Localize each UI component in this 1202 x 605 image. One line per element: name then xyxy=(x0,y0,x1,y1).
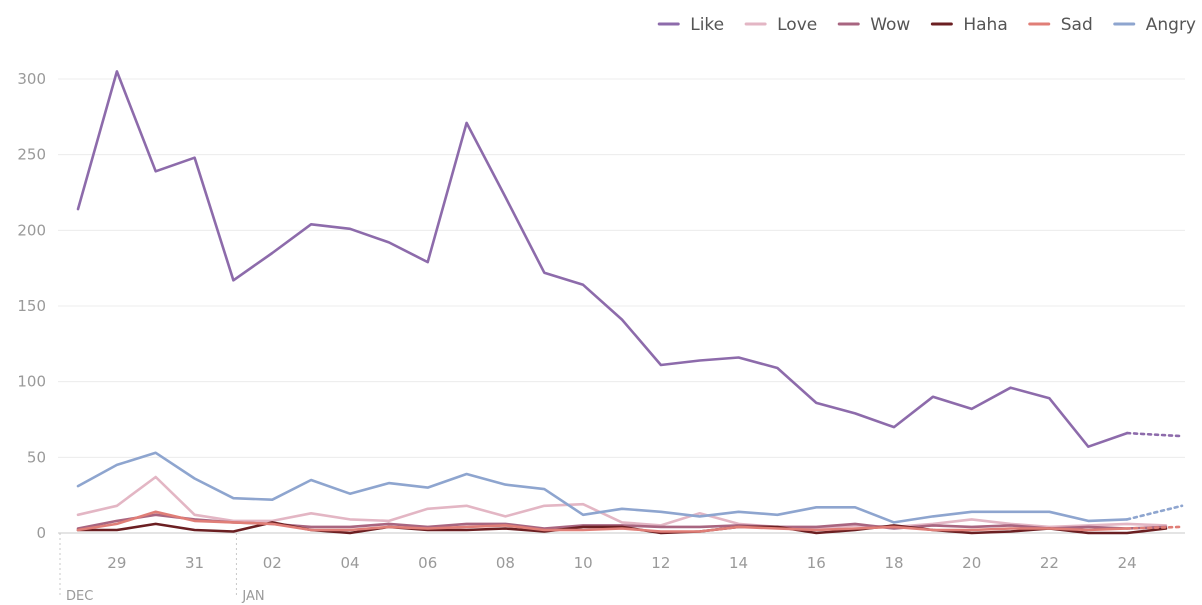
month-label: DEC xyxy=(66,589,93,604)
series-line-angry xyxy=(76,451,1129,524)
x-tick-label: 20 xyxy=(962,554,981,572)
x-tick-label: 16 xyxy=(807,554,826,572)
series-projection-like xyxy=(1125,431,1184,438)
legend-label-angry: Angry xyxy=(1146,15,1196,35)
x-tick-label: 10 xyxy=(574,554,593,572)
legend-label-like: Like xyxy=(690,15,724,35)
x-tick-label: 22 xyxy=(1040,554,1059,572)
x-tick-label: 02 xyxy=(263,554,282,572)
series-line-like xyxy=(76,70,1129,448)
legend-item-wow[interactable]: Wow xyxy=(837,15,910,35)
series-line-love xyxy=(76,475,1168,530)
y-tick-label: 200 xyxy=(17,221,46,239)
x-axis: 29 31 02 04 06 08 10 12 14 16 18 20 22 24 xyxy=(107,554,1136,572)
month-label: JAN xyxy=(241,589,264,604)
legend-item-sad[interactable]: Sad xyxy=(1028,15,1093,35)
y-tick-label: 250 xyxy=(17,146,46,164)
legend-item-angry[interactable]: Angry xyxy=(1113,15,1196,35)
legend-label-haha: Haha xyxy=(963,15,1007,35)
legend-label-wow: Wow xyxy=(870,15,910,35)
x-tick-label: 12 xyxy=(651,554,670,572)
legend-item-like[interactable]: Like xyxy=(657,15,724,35)
legend-item-haha[interactable]: Haha xyxy=(930,15,1008,35)
y-tick-label: 50 xyxy=(27,448,46,466)
series-projection-sad xyxy=(1125,525,1184,530)
gridlines xyxy=(58,78,1185,534)
series-projection-angry xyxy=(1125,504,1184,521)
legend-label-sad: Sad xyxy=(1061,15,1093,35)
x-tick-label: 14 xyxy=(729,554,748,572)
y-axis: 0 50 100 150 200 250 300 xyxy=(17,70,46,542)
y-tick-label: 0 xyxy=(36,524,46,542)
y-tick-label: 100 xyxy=(17,373,46,391)
x-tick-label: 24 xyxy=(1118,554,1137,572)
legend-item-love[interactable]: Love xyxy=(744,15,817,35)
x-tick-label: 31 xyxy=(185,554,204,572)
month-separators: DEC JAN xyxy=(59,533,265,604)
y-tick-label: 300 xyxy=(17,70,46,88)
x-tick-label: 08 xyxy=(496,554,515,572)
x-tick-label: 04 xyxy=(340,554,359,572)
series-lines xyxy=(76,70,1184,535)
x-tick-label: 18 xyxy=(884,554,903,572)
y-tick-label: 150 xyxy=(17,297,46,315)
series-line-haha xyxy=(76,521,1168,535)
series-line-sad xyxy=(76,510,1129,533)
legend-label-love: Love xyxy=(777,15,817,35)
x-tick-label: 29 xyxy=(107,554,126,572)
legend[interactable]: Angry Sad Haha Wow Love Like xyxy=(657,15,1196,35)
x-tick-label: 06 xyxy=(418,554,437,572)
